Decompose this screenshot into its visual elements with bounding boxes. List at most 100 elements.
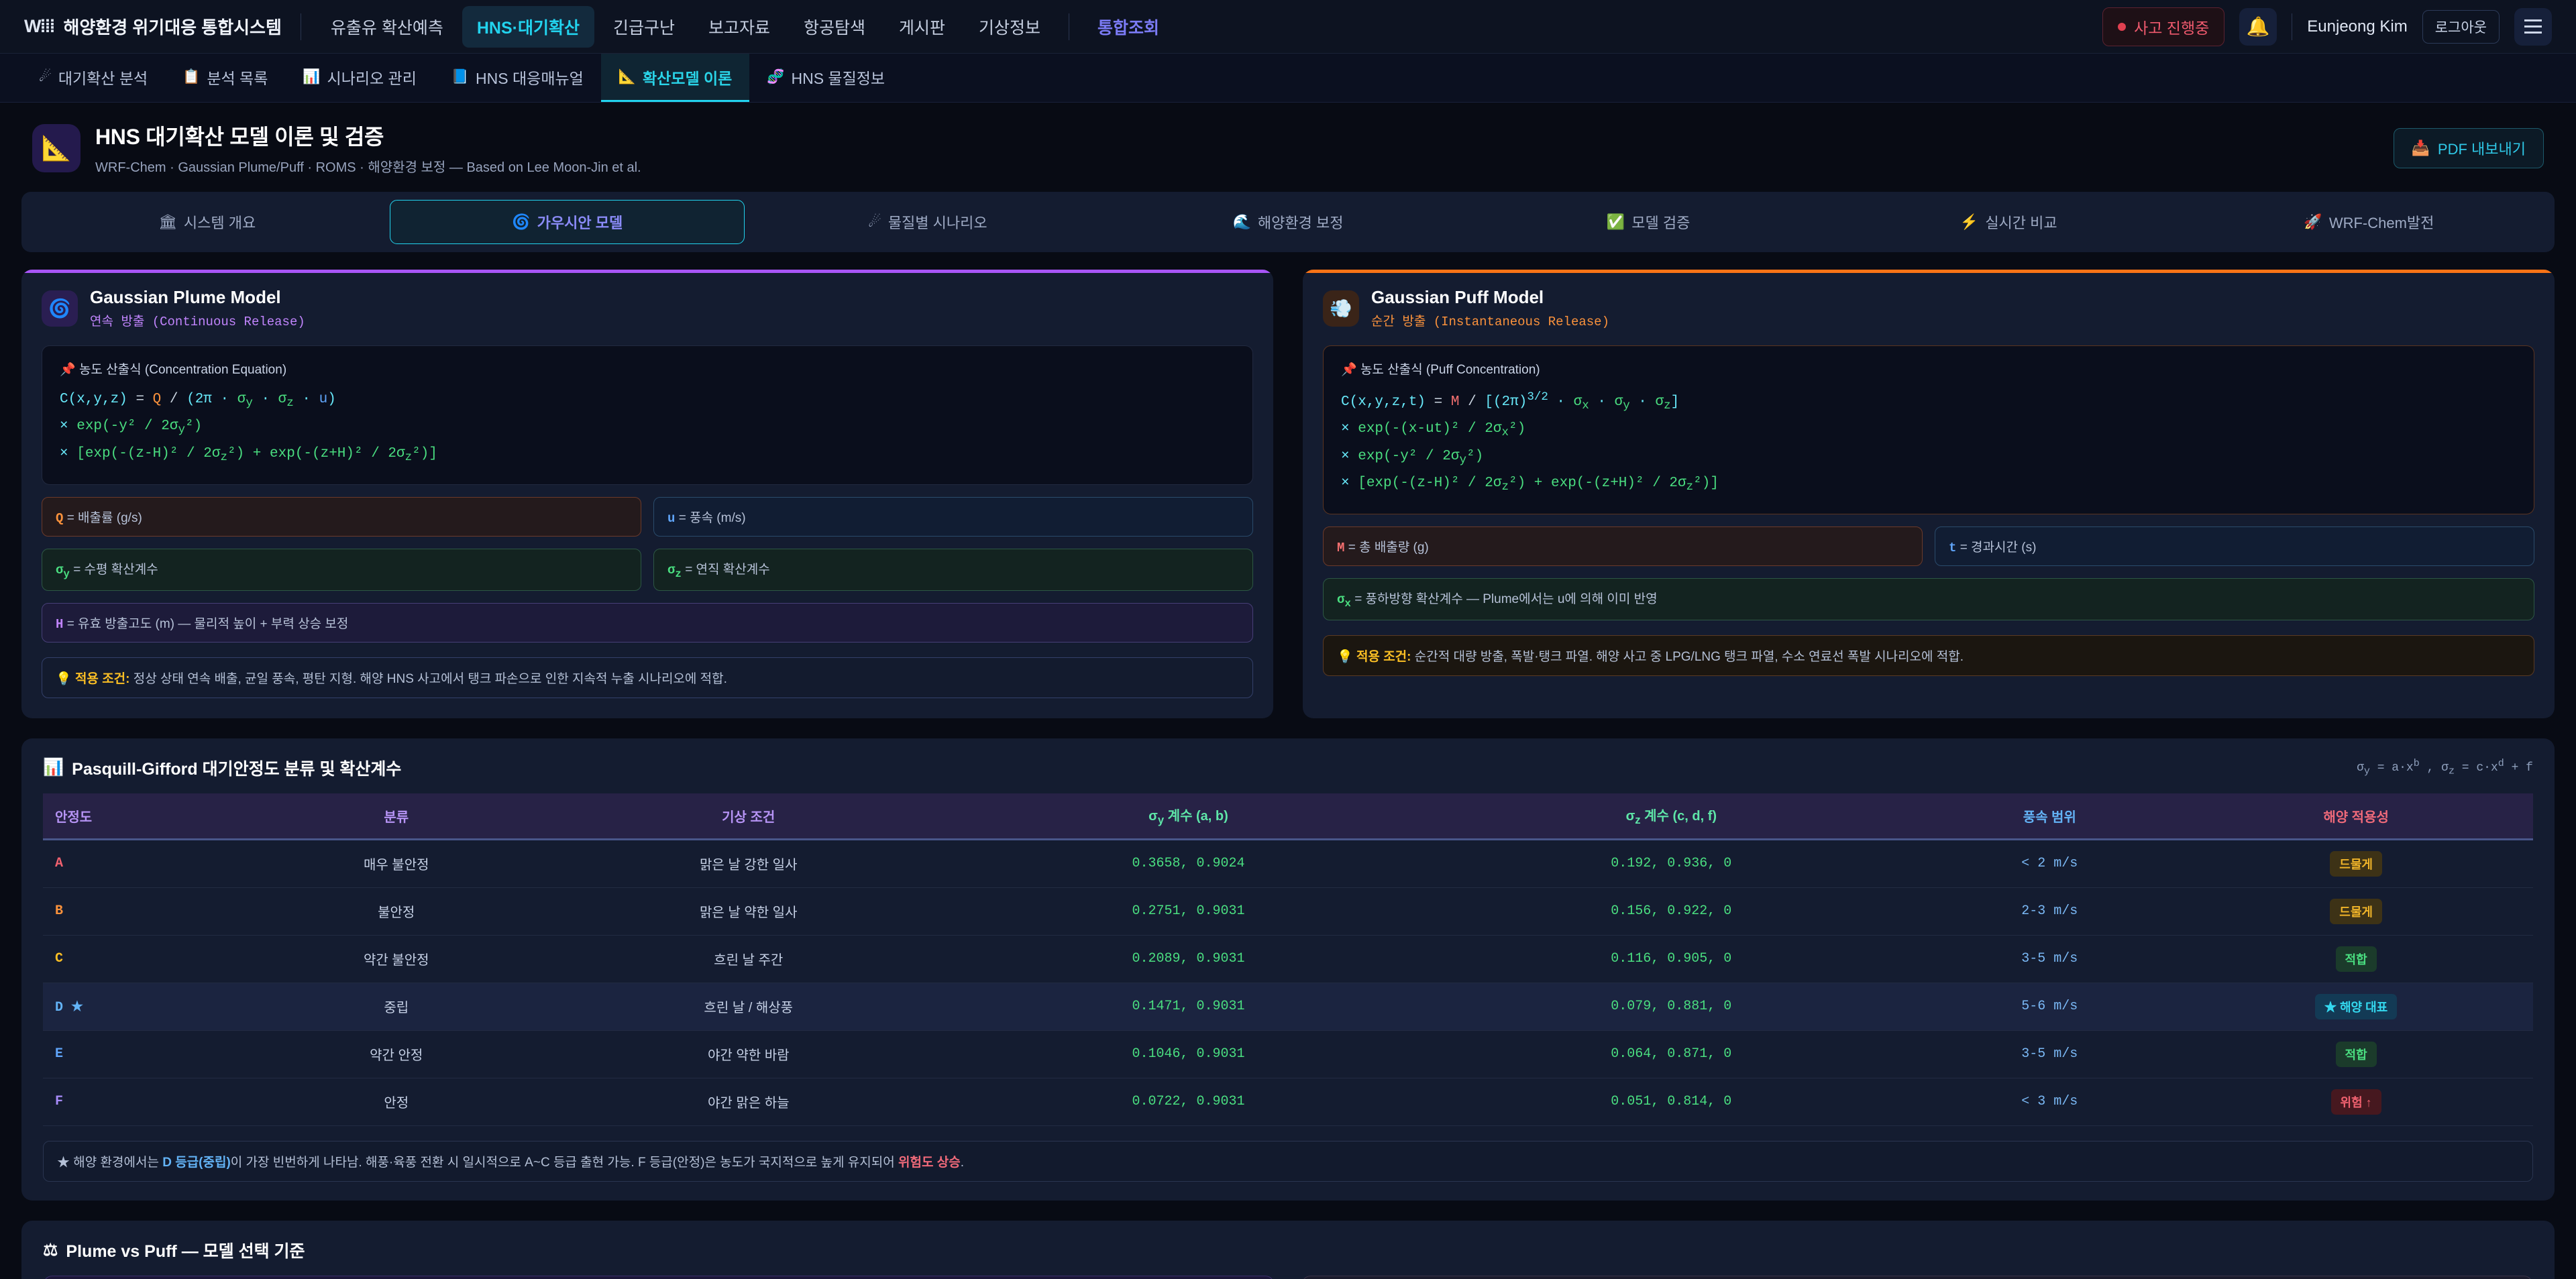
- cell-sigma-y: 0.3658, 0.9024: [954, 839, 1423, 888]
- cell-grade: C: [43, 935, 250, 983]
- cell-sigma-y: 0.0722, 0.9031: [954, 1078, 1423, 1126]
- page-header-text: HNS 대기확산 모델 이론 및 검증 WRF-Chem · Gaussian …: [95, 120, 641, 176]
- tab-label-5: 실시간 비교: [1985, 215, 2057, 231]
- rocket-icon: 🚀: [2304, 213, 2322, 230]
- tab-realtime-compare[interactable]: ⚡ 실시간 비교: [1831, 200, 2186, 244]
- plume-var-row-3: H = 유효 방출고도 (m) — 물리적 높이 + 부력 상승 보정: [42, 602, 1253, 643]
- subnav-item-4[interactable]: 📐 확산모델 이론: [600, 54, 750, 102]
- status-badge: 드물게: [2330, 898, 2382, 924]
- bell-glyph: 🔔: [2246, 16, 2270, 37]
- compare-title-group: ⚖ Plume vs Puff — 모델 선택 기준: [43, 1238, 305, 1262]
- brand-logo[interactable]: W⁞⁞⁞ 해양환경 위기대응 통합시스템: [24, 14, 301, 39]
- footnote-part-c: 이 가장 빈번하게 나타남. 해풍·육풍 전환 시 일시적으로 A~C 등급 출…: [230, 1155, 898, 1170]
- puff-formula-line-1: × exp(-(x-ut)² / 2σx²): [1341, 421, 1526, 440]
- cyclone-icon: 🌀: [512, 213, 531, 230]
- nav-item-1[interactable]: HNS·대기확산: [462, 5, 594, 48]
- pasquill-title: Pasquill-Gifford 대기안정도 분류 및 확산계수: [72, 759, 402, 779]
- table-row[interactable]: F 안정 야간 맑은 하늘 0.0722, 0.9031 0.051, 0.81…: [43, 1078, 2533, 1126]
- cell-wind: < 2 m/s: [1920, 839, 2180, 888]
- hamburger-menu-icon[interactable]: [2514, 7, 2552, 46]
- export-pdf-button[interactable]: 📥 PDF 내보내기: [2393, 127, 2544, 168]
- top-navigation-bar: W⁞⁞⁞ 해양환경 위기대응 통합시스템 유출유 확산예측 HNS·대기확산 긴…: [0, 0, 2576, 54]
- plume-criteria-card: 🌀 Plume (연속 배출) 선택 기준 ✓유출 지속시간 > 10분 ✓탱크…: [43, 1275, 1275, 1279]
- nav-right-group: 사고 진행중 🔔 Eunjeong Kim 로그아웃: [2102, 7, 2552, 46]
- cell-sigma-z: 0.064, 0.871, 0: [1422, 1030, 1921, 1078]
- notification-bell-icon[interactable]: 🔔: [2239, 7, 2277, 46]
- check-icon: ✅: [1606, 213, 1625, 230]
- cell-sigma-y: 0.2751, 0.9031: [954, 887, 1423, 936]
- tab-model-validation[interactable]: ✅ 모델 검증: [1471, 200, 1826, 244]
- cell-wind: < 3 m/s: [1920, 1078, 2180, 1126]
- puff-formula-line-3: × [exp(-(z-H)² / 2σz²) + exp(-(z+H)² / 2…: [1341, 475, 1719, 494]
- status-badge: 위험 ↑: [2330, 1089, 2381, 1115]
- table-row[interactable]: B 불안정 맑은 날 약한 일사 0.2751, 0.9031 0.156, 0…: [43, 887, 2533, 936]
- page-header: 📐 HNS 대기확산 모델 이론 및 검증 WRF-Chem · Gaussia…: [0, 103, 2576, 189]
- puff-var-row-2: σx = 풍하방향 확산계수 — Plume에서는 u에 의해 이미 반영: [1323, 578, 2534, 621]
- puff-var-row-1: M = 총 배출량 (g) t = 경과시간 (s): [1323, 526, 2534, 567]
- plume-formula-line-2: × [exp(-(z-H)² / 2σz²) + exp(-(z+H)² / 2…: [60, 445, 437, 464]
- bank-icon: 🏛: [158, 213, 177, 230]
- page-header-ruler-icon: 📐: [32, 123, 80, 172]
- col-sigma-y: σy 계수 (a, b): [954, 793, 1423, 840]
- col-class: 분류: [250, 793, 543, 840]
- nav-item-3[interactable]: 보고자료: [708, 18, 770, 38]
- cell-wind: 2-3 m/s: [1920, 887, 2180, 936]
- logout-button[interactable]: 로그아웃: [2422, 9, 2500, 44]
- incident-status-badge[interactable]: 사고 진행중: [2102, 7, 2225, 46]
- puff-var-sigma-x: σx = 풍하방향 확산계수 — Plume에서는 u에 의해 이미 반영: [1323, 578, 2534, 621]
- subnav-item-3[interactable]: 📘 HNS 대응매뉴얼: [434, 54, 601, 102]
- subnav-label-1: 분석 목록: [207, 69, 268, 87]
- gaussian-puff-card: 💨 Gaussian Puff Model 순간 방출 (Instantaneo…: [1303, 270, 2555, 718]
- footnote-d-grade: D 등급(중립): [162, 1155, 231, 1170]
- subnav-item-5[interactable]: 🧬 HNS 물질정보: [749, 54, 902, 102]
- book-icon: 📘: [451, 68, 470, 85]
- nav-item-5[interactable]: 게시판: [899, 18, 946, 38]
- cell-grade: E: [43, 1030, 250, 1078]
- status-dot-icon: [2118, 22, 2127, 31]
- nav-item-6[interactable]: 기상정보: [979, 18, 1041, 38]
- nav-item-4[interactable]: 항공탐색: [803, 18, 865, 38]
- subnav-item-0[interactable]: ☄ 대기확산 분석: [21, 54, 165, 102]
- ruler-icon: 📐: [618, 68, 636, 85]
- table-row[interactable]: A 매우 불안정 맑은 날 강한 일사 0.3658, 0.9024 0.192…: [43, 839, 2533, 888]
- table-row[interactable]: C 약간 불안정 흐린 날 주간 0.2089, 0.9031 0.116, 0…: [43, 935, 2533, 983]
- clipboard-icon: 📋: [182, 68, 201, 85]
- cell-applicability: ★ 해양 대표: [2179, 983, 2533, 1031]
- tab-gaussian-model[interactable]: 🌀 가우시안 모델: [390, 200, 745, 244]
- lightning-icon: ⚡: [1960, 213, 1979, 230]
- cell-applicability: 적합: [2179, 1030, 2533, 1078]
- table-row[interactable]: D ★ 중립 흐린 날 / 해상풍 0.1471, 0.9031 0.079, …: [43, 983, 2533, 1031]
- tab-label-0: 시스템 개요: [183, 215, 256, 231]
- nav-item-2[interactable]: 긴급구난: [612, 18, 675, 38]
- puff-formula-line-2: × exp(-y² / 2σy²): [1341, 448, 1484, 467]
- col-wind-range: 풍속 범위: [1920, 793, 2180, 840]
- tab-marine-correction[interactable]: 🌊 해양환경 보정: [1110, 200, 1465, 244]
- puff-cloud-icon: 💨: [1323, 290, 1359, 327]
- cell-sigma-z: 0.192, 0.936, 0: [1422, 839, 1921, 888]
- nav-item-0[interactable]: 유출유 확산예측: [330, 18, 443, 38]
- nav-item-7[interactable]: 통합조회: [1097, 18, 1160, 38]
- cell-grade: D ★: [43, 983, 250, 1031]
- footnote-part-a: 해양 환경에서는: [73, 1155, 163, 1170]
- subnav-item-1[interactable]: 📋 분석 목록: [165, 54, 285, 102]
- plume-apply-conditions: 💡 적용 조건: 정상 상태 연속 배출, 균일 풍속, 평탄 지형. 해양 H…: [42, 657, 1253, 698]
- puff-var-t: t = 경과시간 (s): [1935, 526, 2534, 567]
- plume-apply-text: 정상 상태 연속 배출, 균일 풍속, 평탄 지형. 해양 HNS 사고에서 탱…: [129, 671, 727, 686]
- tab-label-1: 가우시안 모델: [537, 215, 623, 231]
- bulb-icon: 💡: [56, 671, 72, 686]
- tab-system-overview[interactable]: 🏛 시스템 개요: [30, 200, 384, 244]
- tab-wrfchem-roadmap[interactable]: 🚀 WRF-Chem발전: [2192, 200, 2546, 244]
- cell-sigma-z: 0.116, 0.905, 0: [1422, 935, 1921, 983]
- pin-icon: 📌: [1341, 363, 1357, 377]
- page-subtitle: WRF-Chem · Gaussian Plume/Puff · ROMS · …: [95, 160, 641, 175]
- table-row[interactable]: E 약간 안정 야간 약한 바람 0.1046, 0.9031 0.064, 0…: [43, 1030, 2533, 1078]
- col-stability: 안정도: [43, 793, 250, 840]
- puff-criteria-card: 💨 Puff (순간 배출) 선택 기준 ✓유출 지속시간 < 10분 ✓탱크 …: [1301, 1275, 2533, 1279]
- wave-icon: 🌊: [1232, 213, 1251, 230]
- cell-class: 약간 안정: [250, 1030, 543, 1078]
- subnav-item-2[interactable]: 📊 시나리오 관리: [285, 54, 434, 102]
- tab-substance-scenario[interactable]: ☄ 물질별 시나리오: [750, 200, 1105, 244]
- compare-cards-row: 🌀 Plume (연속 배출) 선택 기준 ✓유출 지속시간 > 10분 ✓탱크…: [43, 1275, 2533, 1279]
- bar-chart-icon: 📊: [303, 68, 321, 85]
- pasquill-table: 안정도 분류 기상 조건 σy 계수 (a, b) σz 계수 (c, d, f…: [43, 793, 2533, 1126]
